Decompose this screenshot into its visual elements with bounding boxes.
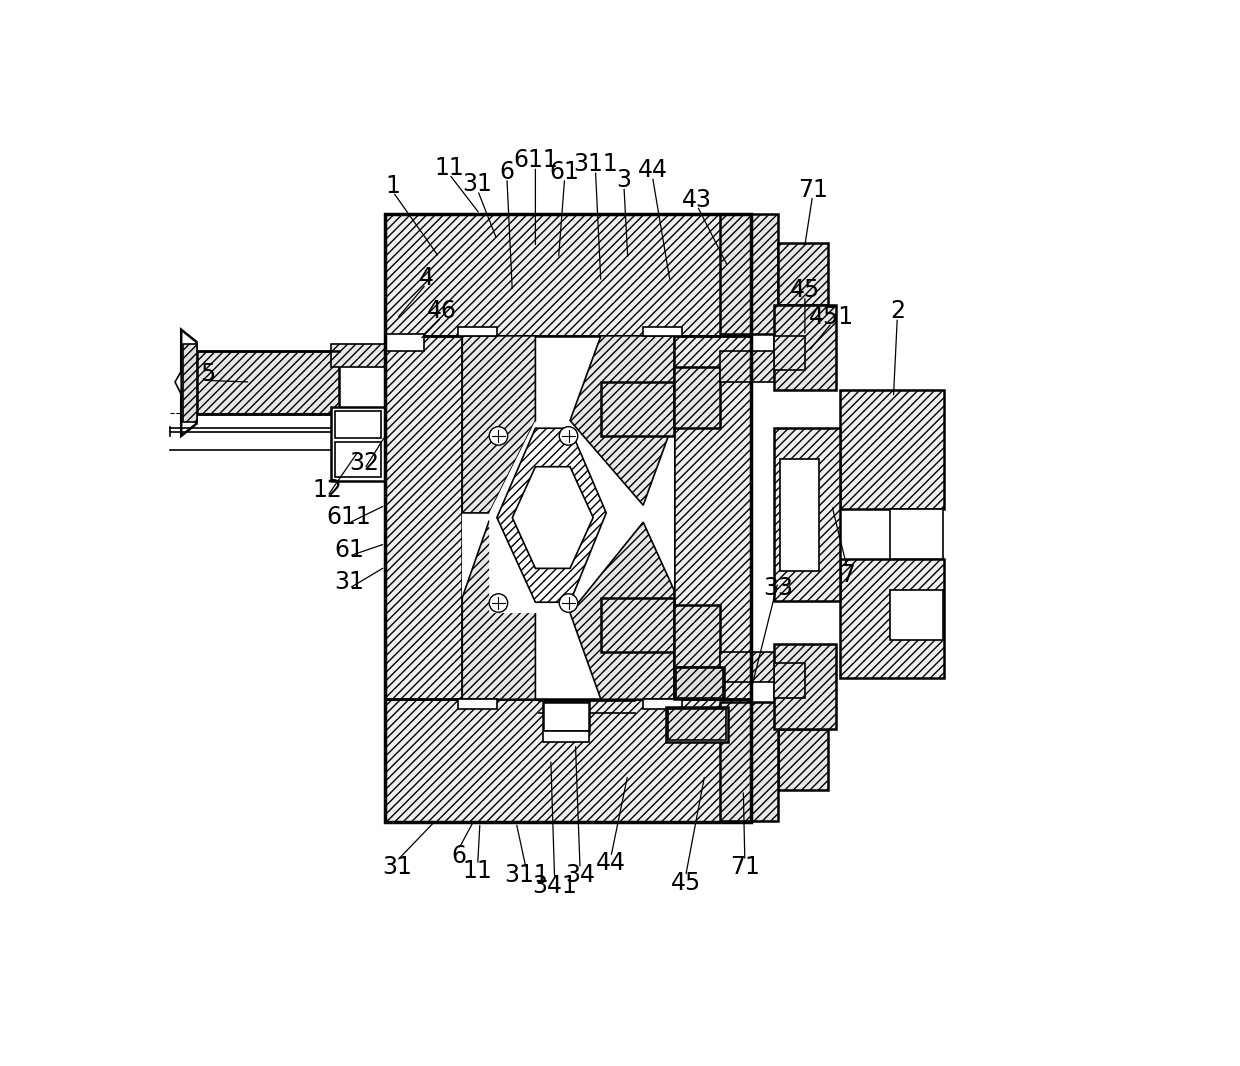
Bar xyxy=(839,390,944,510)
Bar xyxy=(601,382,675,436)
Bar xyxy=(720,701,777,821)
Bar xyxy=(644,326,682,336)
Bar xyxy=(543,701,589,731)
Bar xyxy=(889,510,944,560)
Bar xyxy=(720,351,774,382)
Circle shape xyxy=(559,426,578,446)
Bar xyxy=(543,731,589,742)
Bar xyxy=(889,589,944,640)
Polygon shape xyxy=(175,371,181,394)
Bar xyxy=(675,367,720,429)
Bar xyxy=(720,651,774,682)
Text: 46: 46 xyxy=(427,300,456,323)
Bar xyxy=(720,214,777,334)
Bar xyxy=(459,699,497,709)
Polygon shape xyxy=(490,420,570,613)
Text: 11: 11 xyxy=(463,859,492,883)
Text: 45: 45 xyxy=(790,277,820,302)
Bar xyxy=(335,442,382,477)
Text: 611: 611 xyxy=(513,148,558,173)
Polygon shape xyxy=(182,343,197,422)
Polygon shape xyxy=(570,336,675,505)
Text: 5: 5 xyxy=(201,362,216,386)
Circle shape xyxy=(559,594,578,612)
Text: 34: 34 xyxy=(565,862,595,887)
Text: 341: 341 xyxy=(532,874,577,899)
Text: 11: 11 xyxy=(434,156,464,180)
Text: 6: 6 xyxy=(451,843,466,868)
Bar xyxy=(668,709,727,740)
Bar xyxy=(644,699,682,709)
Bar xyxy=(601,598,675,651)
Text: 311: 311 xyxy=(503,862,548,887)
Text: 33: 33 xyxy=(763,577,792,600)
Bar xyxy=(839,560,944,678)
Text: 61: 61 xyxy=(334,538,365,562)
Text: 7: 7 xyxy=(839,563,854,586)
Polygon shape xyxy=(570,522,675,699)
Text: 3: 3 xyxy=(616,168,631,192)
Bar xyxy=(335,411,382,438)
Text: 61: 61 xyxy=(549,160,579,183)
Bar xyxy=(777,728,828,790)
Bar xyxy=(386,214,751,823)
Bar xyxy=(676,668,723,698)
Text: 32: 32 xyxy=(350,451,379,474)
Text: 4: 4 xyxy=(419,266,434,290)
Bar xyxy=(386,335,424,351)
Polygon shape xyxy=(463,336,536,513)
Bar xyxy=(386,214,751,336)
Bar xyxy=(774,305,836,390)
Bar xyxy=(675,336,751,699)
Bar xyxy=(666,707,728,742)
Text: 611: 611 xyxy=(326,505,372,529)
Bar xyxy=(197,351,339,415)
Text: 71: 71 xyxy=(797,178,827,201)
Polygon shape xyxy=(497,429,606,602)
Bar xyxy=(675,667,724,699)
Bar xyxy=(459,326,497,336)
Bar xyxy=(331,343,386,367)
Text: 45: 45 xyxy=(671,871,701,894)
Text: 31: 31 xyxy=(334,570,365,594)
Text: 44: 44 xyxy=(637,158,667,182)
Text: 31: 31 xyxy=(463,172,492,196)
Bar xyxy=(780,459,818,570)
Text: 1: 1 xyxy=(386,174,401,197)
Text: 71: 71 xyxy=(730,855,760,879)
Bar xyxy=(777,243,828,305)
Bar xyxy=(774,644,836,728)
Bar xyxy=(331,407,386,481)
Text: 44: 44 xyxy=(596,852,626,875)
Bar xyxy=(386,699,751,823)
Polygon shape xyxy=(512,467,593,568)
Circle shape xyxy=(490,594,507,612)
Bar xyxy=(675,605,720,667)
Text: 2: 2 xyxy=(890,300,905,323)
Text: 43: 43 xyxy=(682,188,712,211)
Bar xyxy=(774,336,805,371)
Bar xyxy=(386,336,463,699)
Text: 311: 311 xyxy=(573,152,618,176)
Text: 12: 12 xyxy=(312,478,342,502)
Bar xyxy=(463,336,675,699)
Polygon shape xyxy=(181,329,197,436)
Text: 31: 31 xyxy=(382,855,412,879)
Bar xyxy=(774,663,805,698)
Polygon shape xyxy=(463,520,536,699)
Circle shape xyxy=(490,426,507,446)
Bar xyxy=(774,429,839,601)
Text: 6: 6 xyxy=(500,160,515,183)
Text: 451: 451 xyxy=(810,305,854,328)
